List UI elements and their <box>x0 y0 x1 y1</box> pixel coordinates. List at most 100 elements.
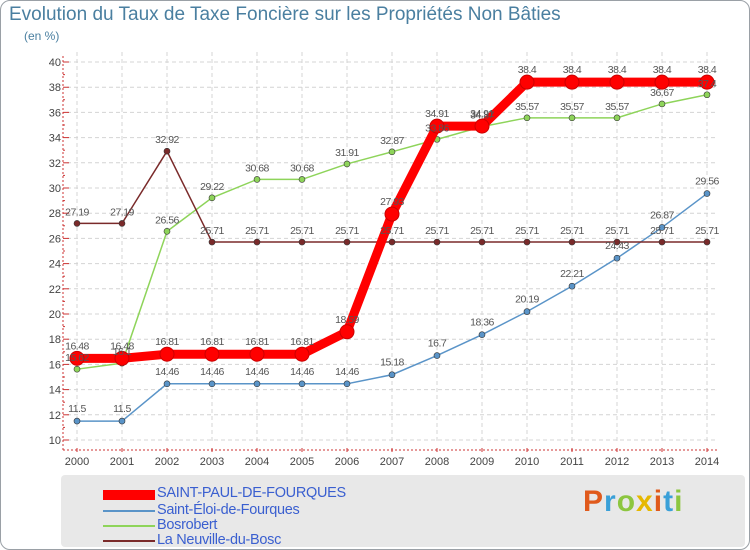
x-tick-label: 2000 <box>65 456 89 468</box>
data-label: 26.56 <box>155 214 179 226</box>
data-label: 16.81 <box>155 336 179 348</box>
x-tick-label: 2012 <box>605 456 629 468</box>
y-tick-label: 14 <box>49 385 61 397</box>
data-point <box>658 100 666 108</box>
legend-label: Saint-Éloi-de-Fourques <box>157 502 300 518</box>
data-point <box>568 282 576 290</box>
data-point <box>523 308 531 315</box>
y-tick-label: 10 <box>49 435 61 447</box>
data-label: 15.18 <box>380 357 404 369</box>
data-point <box>433 238 441 246</box>
data-labels: 15.62 16.1 26.56 29.22 30.68 30.68 31.91 32.87 3… <box>65 64 720 415</box>
y-tick-label: 34 <box>49 133 61 145</box>
y-axis-unit-label: (en %) <box>24 29 60 43</box>
data-label: 30.68 <box>290 162 314 174</box>
data-label: 34.87 <box>470 110 494 122</box>
data-point <box>703 91 711 99</box>
data-point <box>433 352 441 359</box>
logo-letter: P <box>583 485 605 518</box>
data-point <box>658 224 666 231</box>
proxiti-logo: Proxiti <box>583 485 683 519</box>
legend-swatch <box>103 540 155 542</box>
data-label: 26.87 <box>650 209 674 221</box>
data-point <box>613 254 621 262</box>
data-label: 25.71 <box>605 225 629 237</box>
data-point <box>478 331 486 338</box>
data-point <box>253 176 261 183</box>
data-point <box>159 346 175 362</box>
y-tick-label: 30 <box>49 183 61 195</box>
data-point <box>73 365 81 373</box>
data-label: 25.71 <box>695 225 719 237</box>
data-label: 29.56 <box>695 176 719 188</box>
data-label: 16.81 <box>245 336 269 348</box>
x-tick-label: 2007 <box>380 456 404 468</box>
data-point <box>703 190 711 197</box>
x-tick-label: 2008 <box>425 456 449 468</box>
data-label: 25.71 <box>470 225 494 237</box>
data-point <box>343 160 351 168</box>
data-point <box>564 74 580 90</box>
data-label: 35.57 <box>605 101 629 113</box>
data-label: 11.5 <box>113 403 131 415</box>
data-label: 27.19 <box>110 206 134 218</box>
data-label: 32.87 <box>380 135 404 147</box>
x-tick-label: 2001 <box>110 456 134 468</box>
x-tick-label: 2004 <box>245 456 269 468</box>
y-tick-label: 24 <box>49 259 61 271</box>
data-label: 25.71 <box>560 225 584 237</box>
data-point <box>208 194 216 202</box>
data-point <box>208 238 216 246</box>
data-label: 25.71 <box>425 225 449 237</box>
data-point <box>118 220 126 227</box>
y-tick-label: 28 <box>49 208 61 220</box>
line-chart: 10 12 14 16 18 20 22 24 26 28 30 32 34 36 38 40 2000 2001… <box>49 52 720 468</box>
data-label: 33.86 <box>425 122 449 134</box>
data-label: 38.4 <box>563 64 582 76</box>
data-point <box>699 74 715 90</box>
y-tick-label: 16 <box>49 359 61 371</box>
data-point <box>163 228 171 235</box>
data-point <box>118 417 126 425</box>
x-tick-label: 2002 <box>155 456 179 468</box>
logo-letter: i <box>653 485 664 518</box>
y-tick-label: 40 <box>49 57 61 69</box>
data-point <box>73 220 81 227</box>
data-point <box>208 380 216 388</box>
data-point <box>474 118 490 134</box>
data-label: 16.1 <box>113 346 132 358</box>
data-point <box>478 238 486 246</box>
data-point <box>204 346 220 362</box>
data-label: 25.71 <box>245 225 269 237</box>
data-label: 14.46 <box>155 366 179 378</box>
data-label: 22.21 <box>560 268 584 280</box>
data-label: 16.48 <box>65 340 89 352</box>
data-point <box>298 238 306 246</box>
data-point <box>253 238 261 246</box>
data-label: 38.4 <box>608 64 627 76</box>
data-label: 38.4 <box>653 64 672 76</box>
data-point <box>114 350 130 366</box>
data-label: 27.93 <box>380 196 404 208</box>
data-label: 24.43 <box>605 240 629 252</box>
logo-letter: t <box>663 485 675 518</box>
data-label: 14.46 <box>200 366 224 378</box>
data-label: 38.4 <box>698 64 717 76</box>
data-point <box>609 74 625 90</box>
data-point <box>654 74 670 90</box>
logo-letter: i <box>674 485 684 518</box>
data-label: 34.91 <box>425 108 449 120</box>
data-label: 35.57 <box>515 101 539 113</box>
legend-label: La Neuville-du-Bosc <box>157 532 282 548</box>
x-tick-label: 2013 <box>650 456 674 468</box>
data-label: 25.71 <box>380 225 404 237</box>
y-tick-label: 22 <box>49 284 61 296</box>
data-label: 25.71 <box>650 225 674 237</box>
x-tick-label: 2006 <box>335 456 359 468</box>
data-label: 37.4 <box>698 78 717 90</box>
data-point <box>523 114 531 122</box>
data-label: 18.59 <box>335 314 359 326</box>
series-lines <box>69 74 715 425</box>
data-point <box>294 346 310 362</box>
